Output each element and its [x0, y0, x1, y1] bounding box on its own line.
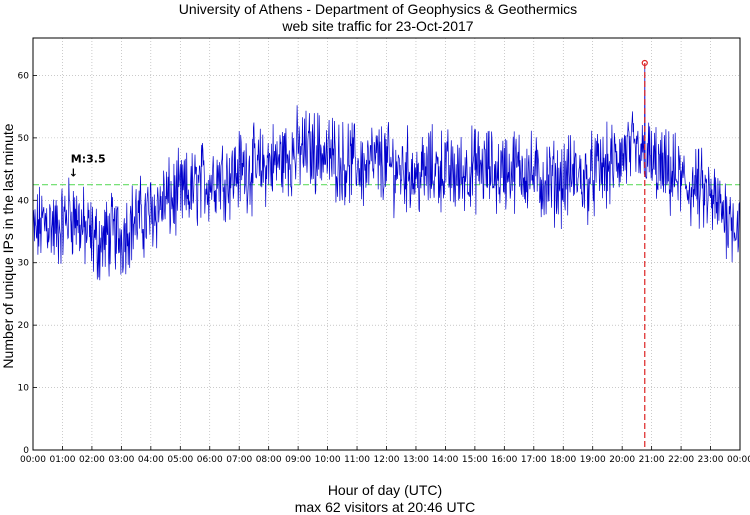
x-tick-label: 23:00 [698, 455, 724, 465]
grid [33, 38, 740, 450]
y-tick-label: 60 [18, 71, 30, 81]
y-tick-label: 20 [18, 321, 30, 331]
max-point-marker [641, 59, 648, 67]
x-tick-label: 14:00 [432, 455, 458, 465]
x-tick-label: 08:00 [256, 455, 282, 465]
annotation-arrow-icon: ↓ [69, 166, 78, 179]
x-tick-label: 11:00 [344, 455, 370, 465]
x-tick-label: 12:00 [374, 455, 400, 465]
series-layer [32, 62, 741, 281]
chart-title: University of Athens - Department of Geo… [179, 1, 577, 17]
x-tick-label: 05:00 [167, 455, 193, 465]
y-axis-label: Number of unique IPs in the last minute [0, 123, 16, 368]
x-tick-label: 16:00 [491, 455, 517, 465]
x-tick-label: 07:00 [226, 455, 252, 465]
x-tick-label: 01:00 [49, 455, 75, 465]
x-tick-label: 22:00 [668, 455, 694, 465]
x-tick-label: 20:00 [609, 455, 635, 465]
annotation-layer: M:3.5 ↓ [69, 152, 106, 179]
x-tick-label: 15:00 [462, 455, 488, 465]
x-tick-label: 09:00 [285, 455, 311, 465]
x-axis-label: Hour of day (UTC) [328, 482, 442, 498]
y-tick-label: 30 [18, 259, 30, 269]
x-tick-label: 00:00 [727, 455, 750, 465]
y-tick-label: 10 [18, 384, 30, 394]
annotation-label: M:3.5 [71, 152, 106, 165]
max-visitors-footer: max 62 visitors at 20:46 UTC [295, 499, 476, 515]
tick-labels: 00:00 01:00 02:00 03:00 04:00 05:00 06:00 07:00… [18, 71, 750, 465]
max-marker-layer [641, 59, 648, 450]
series-line [32, 62, 741, 281]
x-tick-label: 21:00 [639, 455, 665, 465]
y-tick-label: 50 [18, 134, 30, 144]
plot-frame [32, 37, 741, 451]
y-tick-label: 40 [18, 196, 30, 206]
x-tick-label: 19:00 [580, 455, 606, 465]
x-tick-label: 18:00 [550, 455, 576, 465]
x-tick-label: 06:00 [197, 455, 223, 465]
x-tick-label: 17:00 [521, 455, 547, 465]
chart-subtitle: web site traffic for 23-Oct-2017 [281, 18, 473, 34]
x-tick-label: 02:00 [79, 455, 105, 465]
x-tick-label: 00:00 [20, 455, 46, 465]
x-tick-label: 04:00 [138, 455, 164, 465]
x-tick-label: 03:00 [108, 455, 134, 465]
y-tick-label: 0 [23, 446, 29, 456]
x-tick-label: 10:00 [315, 455, 341, 465]
x-tick-label: 13:00 [403, 455, 429, 465]
